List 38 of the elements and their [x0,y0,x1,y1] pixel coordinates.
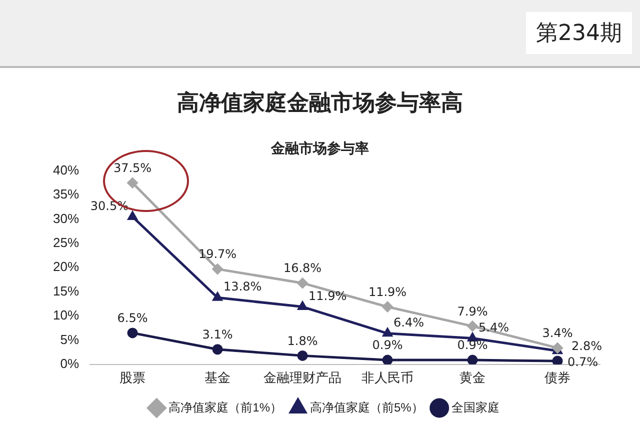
data-label: 16.8% [283,261,322,276]
data-label: 3.1% [202,328,233,342]
y-tick-label: 35% [52,186,80,202]
chart-subtitle: 金融市场参与率 [270,140,370,158]
data-label: 19.7% [198,247,237,262]
y-tick-label: 25% [52,234,80,250]
data-label: 37.5% [113,161,152,176]
legend-label: 高净值家庭（前1%） [168,400,282,414]
x-tick-label: 非人民币 [362,370,414,385]
data-label: 7.9% [457,304,488,318]
data-label: 6.5% [117,311,148,326]
data-label: 3.4% [542,326,573,340]
data-label: 6.4% [394,316,424,330]
y-tick-label: 5% [60,332,80,347]
x-tick-label: 基金 [204,370,231,385]
data-label: 0.9% [457,338,488,352]
data-label: 13.8% [224,280,262,294]
y-tick-label: 15% [52,283,80,298]
x-tick-label: 债券 [544,370,570,385]
data-label: 0.7% [568,355,598,370]
chart-title: 高净值家庭金融市场参与率高 [176,89,464,118]
text: 第234期 [526,12,632,54]
data-label: 5.4% [478,320,510,334]
data-label: 0.9% [372,338,403,352]
y-tick-label: 30% [52,210,80,226]
x-tick-label: 金融理财产品 [264,370,342,385]
data-label: 11.9% [368,284,407,299]
x-tick-label: 股票 [120,370,146,385]
data-label: 2.8% [572,338,602,353]
y-tick-label: 40% [52,162,80,178]
legend-label: 高净值家庭（前5%） [310,400,424,414]
legend-label: 全国家庭 [451,400,500,414]
y-tick-label: 10% [52,308,80,323]
data-label: 11.9% [308,288,347,303]
data-label: 1.8% [287,334,318,348]
y-tick-label: 0% [60,356,80,371]
y-tick-label: 20% [52,259,80,274]
x-tick-label: 黄金 [460,370,486,385]
